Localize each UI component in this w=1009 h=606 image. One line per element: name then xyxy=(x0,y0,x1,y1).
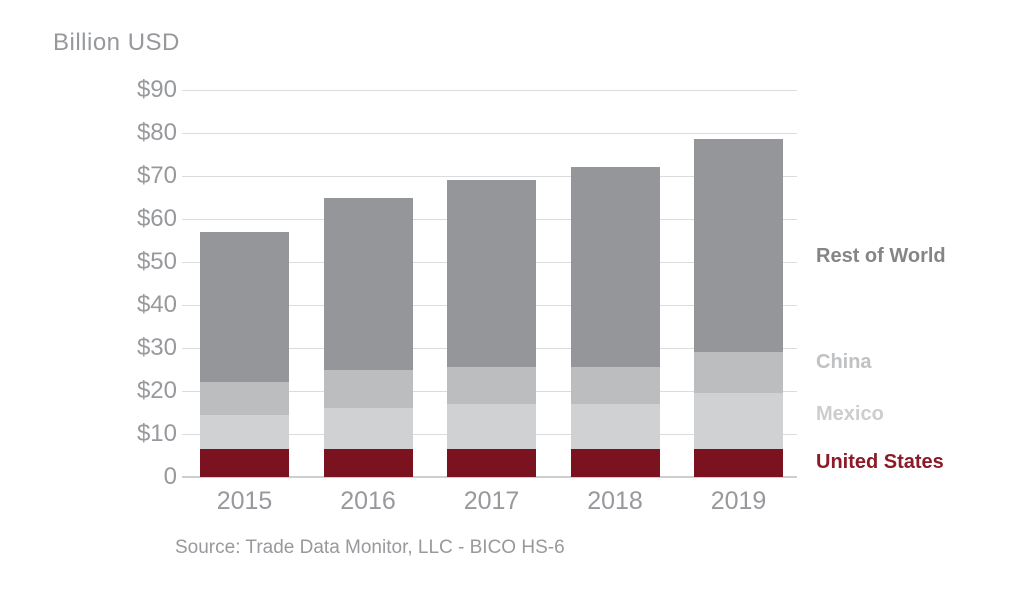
legend-rest-of-world: Rest of World xyxy=(816,245,946,267)
y-axis-tick-label-50: $50 xyxy=(136,248,177,275)
y-axis-tick-label-90: $90 xyxy=(136,76,177,103)
gridline-80 xyxy=(182,133,797,134)
bar-segment-united-states-2017 xyxy=(447,449,536,477)
y-axis-tick-label-70: $70 xyxy=(136,162,177,189)
x-axis-label-2015: 2015 xyxy=(216,487,273,515)
y-axis-tick-label-0: 0 xyxy=(163,463,177,490)
y-axis-tick-label-20: $20 xyxy=(136,377,177,404)
bar-segment-united-states-2016 xyxy=(323,449,413,477)
bar-segment-china-2015 xyxy=(200,382,289,415)
bar-segment-mexico-2017 xyxy=(447,403,536,450)
bar-segment-china-2017 xyxy=(447,367,536,404)
bar-segment-mexico-2018 xyxy=(570,403,660,450)
bar-segment-united-states-2019 xyxy=(694,449,783,477)
chart-title: Billion USD xyxy=(53,29,180,56)
bar-segment-mexico-2016 xyxy=(323,408,413,450)
y-axis-tick-label-10: $10 xyxy=(136,420,177,447)
bar-segment-china-2018 xyxy=(570,367,660,404)
x-axis-label-2016: 2016 xyxy=(340,487,396,515)
bar-segment-china-2019 xyxy=(694,352,783,394)
bar-segment-united-states-2018 xyxy=(570,449,660,477)
x-axis-label-2018: 2018 xyxy=(587,487,643,515)
legend-mexico: Mexico xyxy=(816,403,884,425)
gridline-70 xyxy=(182,176,797,177)
bar-segment-united-states-2015 xyxy=(200,449,289,477)
bar-segment-mexico-2015 xyxy=(200,414,289,450)
gridline-90 xyxy=(182,90,797,91)
bar-segment-rest-of-world-2017 xyxy=(447,180,536,368)
bar-segment-rest-of-world-2015 xyxy=(200,231,289,383)
bar-segment-mexico-2019 xyxy=(694,393,783,450)
plot-area xyxy=(182,90,797,478)
x-axis-baseline xyxy=(182,476,797,478)
source-note: Source: Trade Data Monitor, LLC - BICO H… xyxy=(175,537,565,558)
y-axis-tick-label-80: $80 xyxy=(136,119,177,146)
bar-segment-china-2016 xyxy=(323,369,413,409)
y-axis-tick-label-40: $40 xyxy=(136,291,177,318)
y-axis-tick-label-60: $60 xyxy=(136,205,177,232)
x-axis-label-2017: 2017 xyxy=(463,487,520,515)
legend-united-states: United States xyxy=(816,451,944,473)
y-axis-tick-label-30: $30 xyxy=(136,334,177,361)
bar-segment-rest-of-world-2016 xyxy=(323,197,413,370)
legend-china: China xyxy=(816,351,872,373)
bar-segment-rest-of-world-2019 xyxy=(694,139,783,353)
bar-segment-rest-of-world-2018 xyxy=(570,167,660,368)
x-axis-label-2019: 2019 xyxy=(710,487,767,515)
